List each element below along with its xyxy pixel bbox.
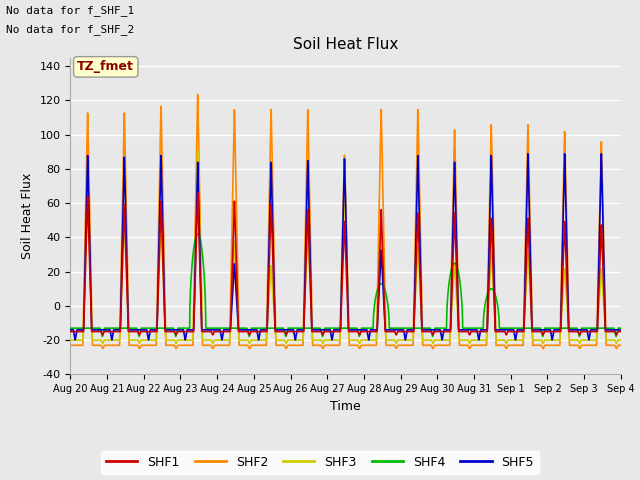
Text: No data for f_SHF_2: No data for f_SHF_2 (6, 24, 134, 35)
Y-axis label: Soil Heat Flux: Soil Heat Flux (21, 173, 34, 259)
X-axis label: Time: Time (330, 400, 361, 413)
Legend: SHF1, SHF2, SHF3, SHF4, SHF5: SHF1, SHF2, SHF3, SHF4, SHF5 (101, 451, 539, 474)
Text: No data for f_SHF_1: No data for f_SHF_1 (6, 5, 134, 16)
Title: Soil Heat Flux: Soil Heat Flux (293, 37, 398, 52)
Text: TZ_fmet: TZ_fmet (77, 60, 134, 73)
